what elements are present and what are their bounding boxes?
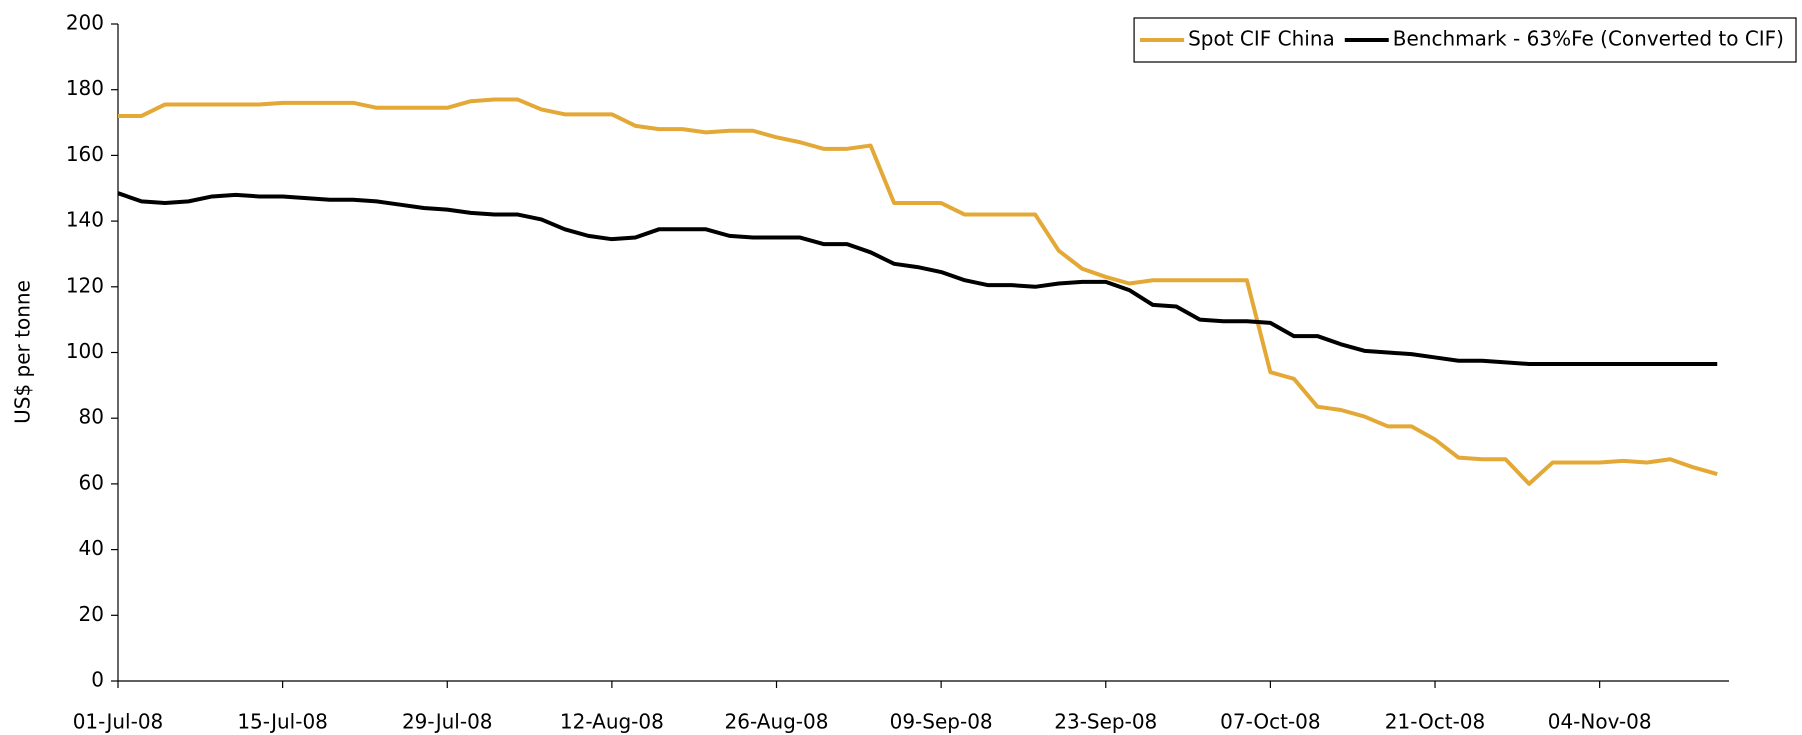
series-line [117, 191, 1718, 366]
legend-box [1133, 17, 1797, 63]
x-tick-label: 26-Aug-08 [725, 710, 829, 734]
legend: Spot CIF China Benchmark - 63%Fe (Convert… [1133, 17, 1797, 63]
y-tick-label: 180 [66, 76, 104, 100]
y-tick-label: 120 [66, 273, 104, 297]
y-tick-label: 20 [79, 602, 104, 626]
y-tick-label: 140 [66, 208, 104, 232]
y-tick-label: 60 [79, 470, 104, 494]
legend-label: Benchmark - 63%Fe (Converted to CIF) [1393, 27, 1784, 51]
x-tick-label: 09-Sep-08 [890, 710, 993, 734]
y-axis-label: US$ per tonne [11, 280, 35, 424]
x-tick-label: 12-Aug-08 [560, 710, 664, 734]
x-tick-label: 07-Oct-08 [1220, 710, 1320, 734]
y-tick-label: 160 [66, 142, 104, 166]
x-tick-label: 21-Oct-08 [1385, 710, 1485, 734]
x-tick-label: 01-Jul-08 [73, 710, 164, 734]
y-tick-label: 200 [66, 11, 104, 35]
y-tick-label: 40 [79, 536, 104, 560]
y-tick-label: 100 [66, 339, 104, 363]
x-tick-label: 23-Sep-08 [1054, 710, 1157, 734]
series-line [118, 97, 1718, 486]
x-tick-label: 15-Jul-08 [237, 710, 328, 734]
x-tick-label: 04-Nov-08 [1548, 710, 1652, 734]
y-tick-label: 0 [91, 668, 104, 692]
x-tick-label: 29-Jul-08 [402, 710, 493, 734]
legend-label: Spot CIF China [1188, 27, 1335, 51]
y-tick-label: 80 [79, 405, 104, 429]
